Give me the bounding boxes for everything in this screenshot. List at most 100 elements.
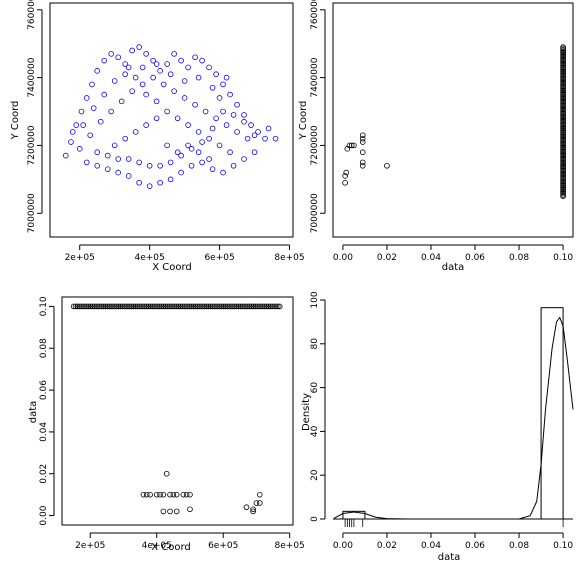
data-point [168,303,174,310]
x-tick-label: 0.02 [377,541,397,551]
data-point [261,303,268,310]
data-point [167,176,174,183]
data-point [167,491,173,498]
data-point [227,149,233,156]
data-point [213,71,219,78]
data-point [171,88,177,94]
data-point [115,54,121,61]
data-point [139,81,146,88]
data-point [256,491,263,498]
data-point [206,135,212,142]
panel-xcoord-vs-ycoord: 2e+05 4e+05 6e+05 8e+05 7000000 7200000 74000… [10,0,305,273]
y-tick-label: 0.10 [39,296,49,316]
data-point [93,303,99,310]
data-point [178,57,184,64]
data-point [157,68,163,74]
data-point [200,303,206,310]
data-point [175,303,182,310]
data-point [185,142,191,149]
data-point [179,303,186,310]
data-point [241,118,247,125]
data-point [177,303,184,310]
data-point [78,303,84,310]
data-point [250,506,256,513]
data-point [192,54,198,61]
data-point [122,61,128,67]
data-point [80,122,87,128]
data-point [130,303,137,310]
data-point [104,166,111,172]
data-point [158,303,165,310]
data-point [351,142,357,149]
data-point [359,135,366,142]
data-point [209,125,216,132]
data-point [256,303,262,310]
data-point [108,51,114,57]
data-point [112,303,118,310]
data-point [359,139,366,145]
data-point [83,159,90,166]
data-point [254,303,261,310]
y-tick-label: 100 [310,291,320,308]
data-point [153,98,160,105]
data-point [560,44,566,50]
scatter-points [62,44,279,189]
plot-frame [332,2,574,238]
data-point [202,108,209,115]
data-point [83,303,90,310]
data-point [142,303,148,310]
data-point [199,57,205,64]
histogram-bars [333,307,573,520]
data-point [231,303,238,310]
data-point [244,135,251,142]
data-point [127,303,133,310]
data-point [343,169,350,176]
x-tick-label: 4e+05 [135,253,165,263]
x-axis: 0.00 0.02 0.04 0.06 0.08 0.10 [333,532,573,551]
data-point [222,303,229,310]
y-tick-label: 80 [310,338,320,350]
data-point [123,303,129,310]
data-point [72,303,79,310]
data-point [174,149,181,156]
data-point [258,303,264,310]
data-point [173,508,180,515]
data-point [108,303,114,310]
x-tick-label: 2e+05 [75,541,105,551]
x-tick-label: 0.10 [553,253,573,263]
data-point [167,508,173,515]
data-point [359,149,366,156]
data-point [118,98,125,105]
data-point [87,303,94,310]
data-point [194,303,201,310]
data-point [164,108,170,115]
data-point [138,303,144,310]
data-point [129,88,135,94]
x-tick-label: 8e+05 [274,253,304,263]
data-point [250,508,256,515]
data-point [192,303,199,310]
data-point [250,303,257,310]
data-point [234,129,240,135]
data-point [203,303,210,310]
data-point [115,169,121,176]
data-point [173,491,180,498]
data-point [246,303,253,310]
data-point [201,303,208,310]
x-tick-label: 0.10 [553,541,573,551]
data-point [94,149,101,156]
data-point [147,303,154,310]
data-point [89,81,95,88]
data-point [359,159,366,166]
data-point [271,303,277,310]
data-point [230,112,237,118]
data-point [187,491,193,498]
data-point [181,78,188,84]
data-point [106,303,113,310]
data-point [230,303,236,310]
data-point [125,156,132,162]
data-point [108,108,114,115]
data-point [265,125,272,132]
data-point [78,108,85,115]
